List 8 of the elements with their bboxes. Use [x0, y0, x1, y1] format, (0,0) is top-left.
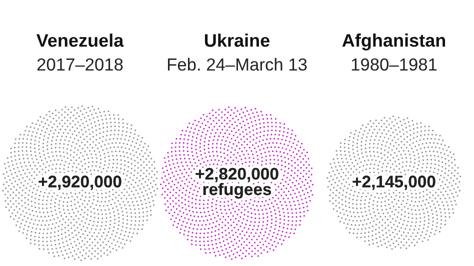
- text: 1980–1981: [352, 58, 437, 71]
- category-label: Venezuela: [36, 34, 124, 47]
- category-label: Ukraine: [204, 34, 270, 47]
- text: 2017–2018: [37, 58, 123, 71]
- category-label: Afghanistan: [342, 34, 446, 50]
- text: Feb. 24–March 13: [168, 58, 307, 71]
- data-label: +2,920,000: [38, 176, 122, 190]
- data-label: +2,145,000: [352, 176, 436, 190]
